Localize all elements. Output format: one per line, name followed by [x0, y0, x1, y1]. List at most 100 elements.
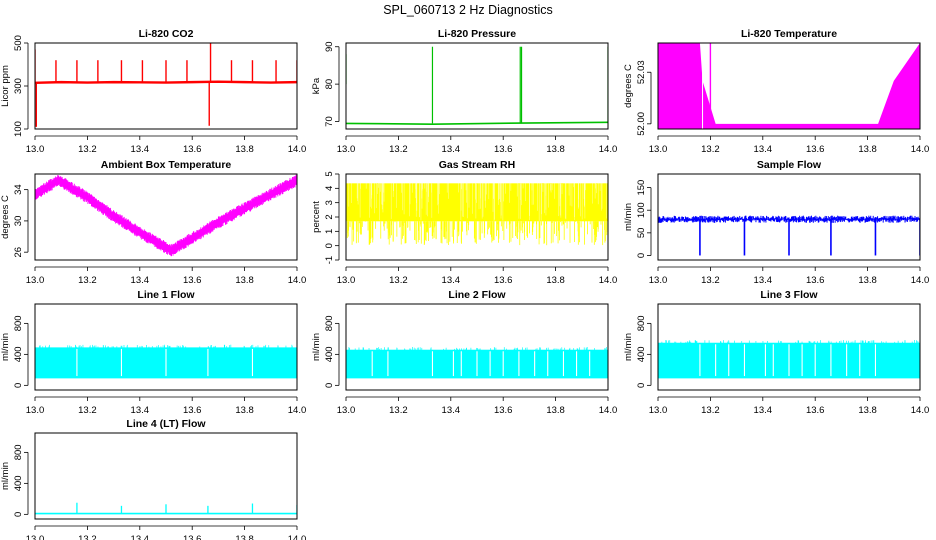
x-tick-label: 13.2 [389, 144, 408, 155]
x-tick-label: 13.0 [26, 275, 45, 286]
plot-frame [657, 42, 921, 130]
x-tick-label: 13.0 [337, 144, 356, 155]
panel-title: Line 1 Flow [137, 289, 195, 301]
plot-area-line3 [658, 340, 920, 379]
y-tick-label: 4 [324, 186, 335, 191]
x-tick-label: 13.0 [26, 144, 45, 155]
x-tick-label: 13.4 [131, 275, 150, 286]
y-tick-label: 100 [13, 121, 24, 137]
x-tick-label: 13.4 [442, 405, 461, 416]
x-tick-label: 13.0 [26, 534, 45, 540]
x-tick-label: 13.6 [494, 144, 513, 155]
x-tick-label: 13.8 [235, 534, 254, 540]
y-axis: 0 50 100 150 [636, 180, 652, 258]
x-tick-label: 13.4 [754, 275, 773, 286]
x-tick-label: 14.0 [599, 144, 618, 155]
x-tick-label: 14.0 [599, 405, 618, 416]
series-line [346, 121, 608, 125]
y-axis: 26 30 34 [13, 184, 29, 258]
x-tick-label: 14.0 [911, 405, 930, 416]
y-tick-label: 90 [324, 41, 335, 52]
x-tick-label: 13.0 [649, 275, 668, 286]
panel-title: Line 2 Flow [448, 289, 506, 301]
y-tick-label: 0 [636, 253, 647, 258]
panel-line1: Line 1 Flow 13.0 13.2 13.4 13.6 13.8 14.0 0 400 8… [0, 289, 306, 416]
y-tick-label: 80 [324, 79, 335, 90]
x-axis: 13.0 13.2 13.4 13.6 13.8 14.0 [26, 135, 306, 155]
x-tick-label: 13.6 [494, 405, 513, 416]
x-tick-label: 13.8 [858, 275, 877, 286]
y-axis: 100 300 500 [13, 35, 29, 137]
plot-area-line1 [35, 344, 297, 379]
plot-area-line4 [35, 502, 297, 515]
y-tick-label: 34 [13, 184, 24, 195]
x-tick-label: 13.6 [183, 405, 202, 416]
x-tick-label: 13.2 [389, 275, 408, 286]
x-tick-label: 14.0 [288, 405, 307, 416]
x-tick-label: 13.2 [701, 275, 720, 286]
series-band [346, 183, 608, 222]
x-tick-label: 13.2 [78, 534, 97, 540]
x-tick-label: 13.0 [649, 405, 668, 416]
panel-title: Li-820 Pressure [438, 28, 516, 40]
plot-frame [34, 432, 298, 520]
panel-title: Li-820 Temperature [741, 28, 837, 40]
panel-title: Li-820 CO2 [139, 28, 194, 40]
y-tick-label: 0 [13, 512, 24, 517]
y-axis-label: ml/min [623, 203, 634, 231]
x-axis: 13.0 13.2 13.4 13.6 13.8 14.0 [26, 396, 307, 416]
x-tick-label: 13.8 [858, 405, 877, 416]
series-line [35, 80, 297, 84]
y-tick-label: 26 [13, 247, 24, 258]
plot-area-sample [658, 215, 920, 256]
plot-frame [34, 42, 298, 130]
y-tick-label: -1 [324, 256, 335, 264]
x-tick-label: 13.4 [442, 144, 461, 155]
x-tick-label: 13.4 [131, 534, 150, 540]
y-tick-label: 300 [13, 78, 24, 94]
panel-temperature: Li-820 Temperature 13.0 13.2 13.4 13.6 13.8 14… [623, 28, 929, 155]
x-tick-label: 13.6 [494, 275, 513, 286]
x-tick-label: 13.8 [858, 144, 877, 155]
x-tick-label: 13.0 [26, 405, 45, 416]
panel-rh: Gas Stream RH 13.0 13.2 13.4 13.6 13.8 14.0 -1 0… [311, 159, 617, 286]
x-axis: 13.0 13.2 13.4 13.6 13.8 14.0 [649, 396, 930, 416]
plot-frame [34, 173, 298, 261]
x-tick-label: 13.6 [183, 144, 202, 155]
x-tick-label: 13.8 [546, 275, 565, 286]
plot-frame [34, 303, 298, 391]
y-axis-label: kPa [311, 77, 322, 94]
y-tick-label: 0 [13, 383, 24, 388]
x-tick-label: 13.6 [806, 144, 825, 155]
x-tick-label: 13.2 [78, 405, 97, 416]
panel-title: Line 3 Flow [760, 289, 818, 301]
plot-area-pressure [346, 46, 608, 125]
y-tick-label: 1 [324, 229, 335, 234]
x-tick-label: 13.0 [337, 405, 356, 416]
panel-line4: Line 4 (LT) Flow 13.0 13.2 13.4 13.6 13.8 14.0… [0, 418, 306, 540]
x-tick-label: 14.0 [288, 534, 307, 540]
x-tick-label: 13.4 [754, 405, 773, 416]
y-axis: 0 400 800 [636, 315, 652, 388]
y-axis-label: degrees C [0, 195, 11, 239]
y-tick-label: 2 [324, 214, 335, 219]
x-tick-label: 13.8 [235, 405, 254, 416]
y-axis-label: ml/min [311, 333, 322, 361]
x-axis: 13.0 13.2 13.4 13.6 13.8 14.0 [337, 396, 618, 416]
x-tick-label: 13.2 [389, 405, 408, 416]
y-axis-label: degrees C [623, 64, 634, 108]
x-tick-label: 13.2 [701, 144, 720, 155]
y-axis: 52.00 52.03 [636, 60, 652, 136]
x-tick-label: 13.0 [337, 275, 356, 286]
y-tick-label: 400 [13, 475, 24, 491]
y-tick-label: 100 [636, 202, 647, 218]
y-tick-label: 800 [636, 315, 647, 331]
panel-title: Line 4 (LT) Flow [126, 418, 206, 430]
plot-area-rh [346, 179, 608, 246]
panel-pressure: Li-820 Pressure 13.0 13.2 13.4 13.6 13.8 14.0 7… [311, 28, 617, 155]
y-tick-label: 400 [324, 346, 335, 362]
y-tick-label: 0 [324, 243, 335, 248]
x-axis: 13.0 13.2 13.4 13.6 13.8 14.0 [337, 135, 618, 155]
y-axis: 0 400 800 [13, 315, 29, 388]
